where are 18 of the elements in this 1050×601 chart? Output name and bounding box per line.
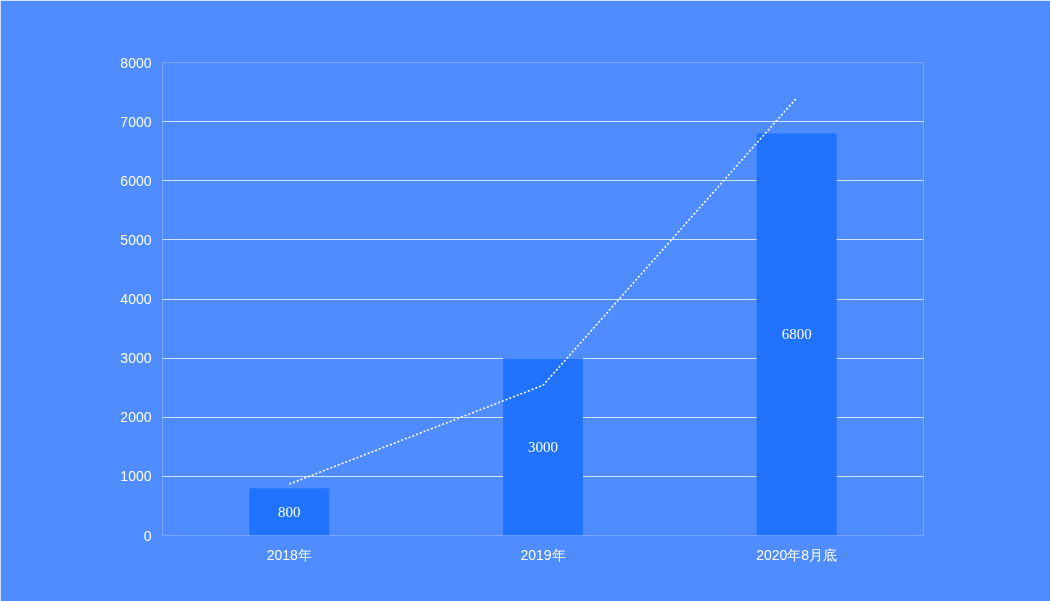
data-label: 800 [278,503,301,520]
data-label: 6800 [781,326,812,343]
y-tick-label: 5000 [120,231,152,248]
y-tick-label: 8000 [120,54,152,71]
x-tick-label: 2020年8月底 [756,546,838,563]
y-tick-label: 0 [143,527,152,544]
y-tick-label: 4000 [120,291,152,307]
x-tick-label: 2018年 [266,546,312,563]
bar [249,488,330,536]
y-tick-label: 6000 [120,172,152,189]
x-tick-label: 2019年 [520,546,566,563]
y-tick-label: 7000 [120,113,152,130]
bar [503,358,583,536]
data-label: 3000 [528,438,558,455]
y-tick-label: 2000 [120,409,152,426]
y-tick-label: 1000 [120,468,152,485]
bar [756,133,837,536]
y-tick-label: 3000 [120,350,152,367]
